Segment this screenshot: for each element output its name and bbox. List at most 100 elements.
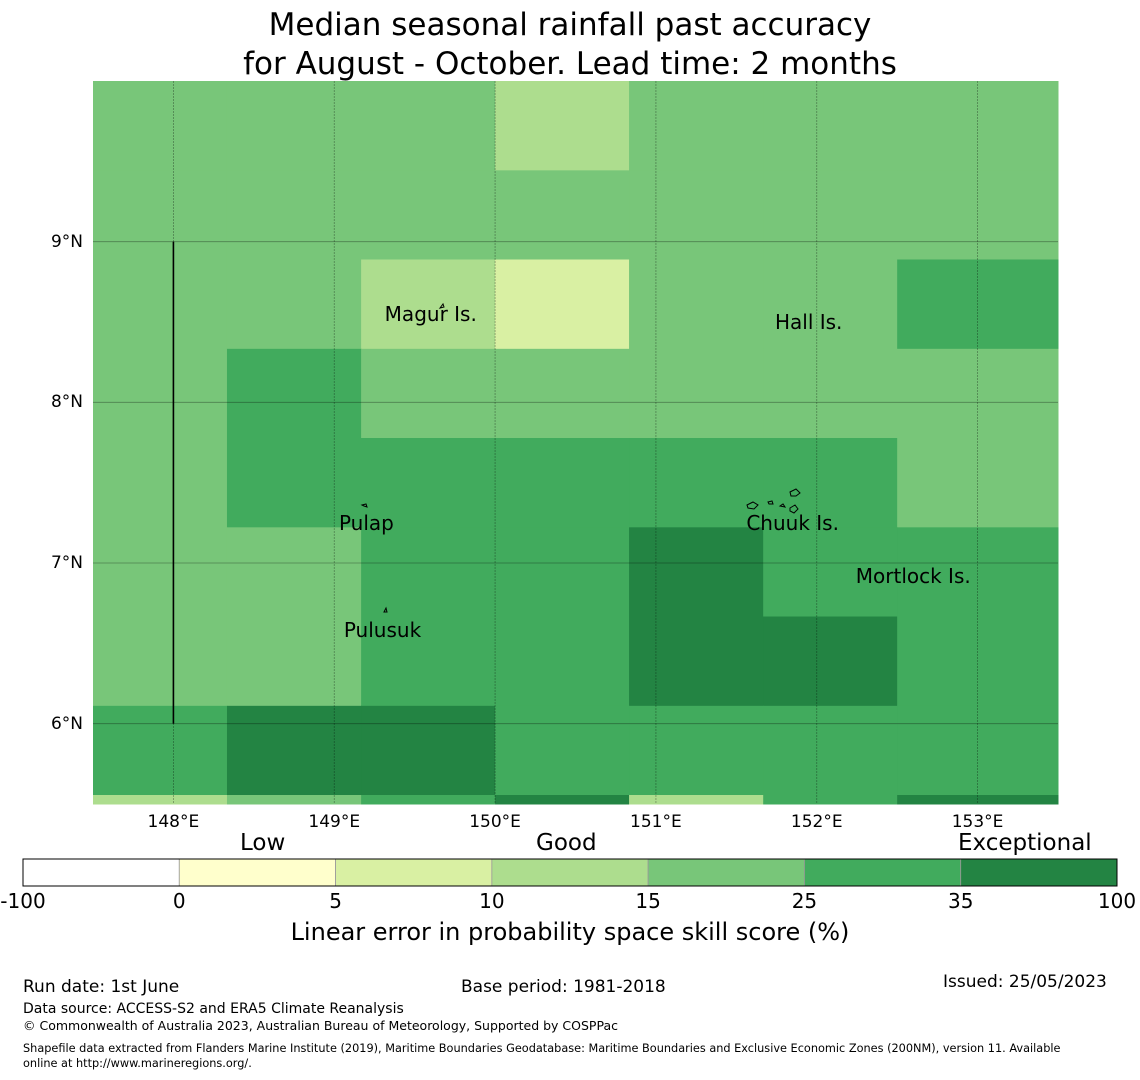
island-outline bbox=[360, 503, 368, 508]
skill-cell bbox=[93, 81, 228, 171]
lon-tick-label: 149°E bbox=[308, 812, 361, 832]
skill-cell bbox=[361, 616, 496, 707]
skill-cell bbox=[495, 705, 630, 796]
skill-cell bbox=[495, 259, 630, 350]
colorbar-segment bbox=[178, 858, 336, 887]
lon-tick-label: 151°E bbox=[630, 812, 682, 832]
skill-cell bbox=[763, 527, 898, 618]
skill-cell bbox=[897, 795, 1059, 805]
island-outlines bbox=[360, 302, 801, 613]
skill-cell bbox=[897, 527, 1059, 618]
skill-cell bbox=[897, 259, 1059, 350]
skill-cell bbox=[763, 259, 898, 350]
place-label: Mortlock Is. bbox=[855, 563, 971, 588]
skill-cell bbox=[495, 81, 630, 171]
page-title-line-1: Median seasonal rainfall past accuracy bbox=[268, 7, 872, 43]
skill-cell bbox=[361, 527, 496, 618]
skill-cell bbox=[763, 616, 898, 707]
place-label: Chuuk Is. bbox=[746, 510, 839, 535]
skill-cell bbox=[629, 795, 764, 805]
colorbar-tick-label: -100 bbox=[0, 889, 46, 913]
skill-cell bbox=[629, 259, 764, 350]
lon-tick-label: 153°E bbox=[951, 812, 1004, 832]
island-outline bbox=[438, 302, 445, 309]
skill-cell bbox=[495, 527, 630, 618]
skill-cell bbox=[93, 348, 228, 439]
skill-cell bbox=[226, 438, 362, 528]
skill-cell bbox=[93, 438, 228, 528]
skill-cell bbox=[763, 705, 898, 796]
copyright: © Commonwealth of Australia 2023, Austra… bbox=[23, 1018, 618, 1033]
colorbar-segment bbox=[22, 858, 180, 887]
lat-tick-label: 9°N bbox=[50, 231, 83, 252]
skill-cell bbox=[361, 438, 496, 528]
lat-tick-label: 8°N bbox=[50, 392, 83, 413]
colorbar-tick-label: 0 bbox=[172, 889, 186, 913]
colorbar-tick-label: 15 bbox=[635, 889, 661, 913]
data-source: Data source: ACCESS-S2 and ERA5 Climate … bbox=[23, 1001, 404, 1017]
shapefile-credit-line-2: online at http://www.marineregions.org/. bbox=[23, 1057, 252, 1070]
skill-cell bbox=[897, 348, 1059, 439]
skill-cell bbox=[495, 795, 630, 805]
base-period: Base period: 1981-2018 bbox=[461, 977, 666, 997]
skill-cell bbox=[629, 81, 764, 171]
skill-cell bbox=[226, 527, 362, 618]
colorbar-tick-label: 100 bbox=[1097, 889, 1137, 913]
shapefile-credit-line-1: Shapefile data extracted from Flanders M… bbox=[23, 1042, 1061, 1055]
colorbar-segment bbox=[335, 858, 493, 887]
run-date: Run date: 1st June bbox=[23, 977, 180, 997]
lon-tick-label: 152°E bbox=[790, 812, 843, 832]
colorbar-label: Linear error in probability space skill … bbox=[290, 918, 850, 946]
skill-cell bbox=[763, 170, 898, 261]
island-outline bbox=[778, 503, 787, 508]
skill-cell bbox=[93, 705, 228, 796]
skill-cell bbox=[495, 170, 630, 261]
colorbar-tick-label: 5 bbox=[329, 889, 342, 913]
colorbar-segment bbox=[647, 858, 805, 887]
skill-cell bbox=[226, 170, 362, 261]
lon-tick-label: 148°E bbox=[147, 812, 200, 832]
skill-cell bbox=[897, 170, 1059, 261]
skill-cell bbox=[495, 348, 630, 439]
skill-cell bbox=[897, 616, 1059, 707]
skill-cell bbox=[763, 438, 898, 528]
colorbar-tick-label: 35 bbox=[947, 889, 974, 913]
lat-tick-label: 6°N bbox=[50, 713, 83, 734]
island-outline bbox=[383, 606, 388, 613]
skill-cell bbox=[226, 81, 362, 171]
skill-cell bbox=[93, 259, 228, 350]
island-outline bbox=[789, 488, 801, 497]
skill-cell bbox=[226, 259, 362, 350]
skill-grid-cells bbox=[93, 81, 1059, 805]
skill-cell bbox=[226, 705, 362, 796]
map-gridlines bbox=[93, 81, 1058, 804]
skill-cell bbox=[763, 81, 898, 171]
skill-cell bbox=[361, 705, 496, 796]
skill-cell bbox=[629, 705, 764, 796]
lon-tick-label: 150°E bbox=[469, 812, 521, 832]
lat-tick-label: 7°N bbox=[50, 553, 83, 573]
skill-cell bbox=[763, 795, 898, 805]
colorbar bbox=[22, 858, 1118, 887]
colorbar-frame bbox=[22, 858, 1118, 887]
place-label: Magur Is. bbox=[384, 301, 477, 326]
island-outline bbox=[767, 500, 774, 505]
skill-cell bbox=[629, 527, 764, 618]
place-label: Pulap bbox=[338, 510, 394, 535]
island-outline bbox=[746, 501, 759, 510]
category-low: Low bbox=[240, 830, 286, 856]
skill-cell bbox=[361, 170, 496, 261]
place-label: Pulusuk bbox=[343, 618, 422, 643]
colorbar-tick-label: 10 bbox=[479, 889, 505, 913]
skill-cell bbox=[897, 438, 1059, 528]
skill-cell bbox=[93, 795, 228, 805]
place-label: Hall Is. bbox=[774, 310, 843, 334]
skill-cell bbox=[629, 170, 764, 261]
skill-cell bbox=[763, 348, 898, 439]
page-title-line-2: for August - October. Lead time: 2 month… bbox=[243, 46, 897, 82]
skill-cell bbox=[629, 616, 764, 707]
skill-cell bbox=[361, 348, 496, 439]
skill-cell bbox=[897, 705, 1059, 796]
skill-cell bbox=[629, 348, 764, 439]
